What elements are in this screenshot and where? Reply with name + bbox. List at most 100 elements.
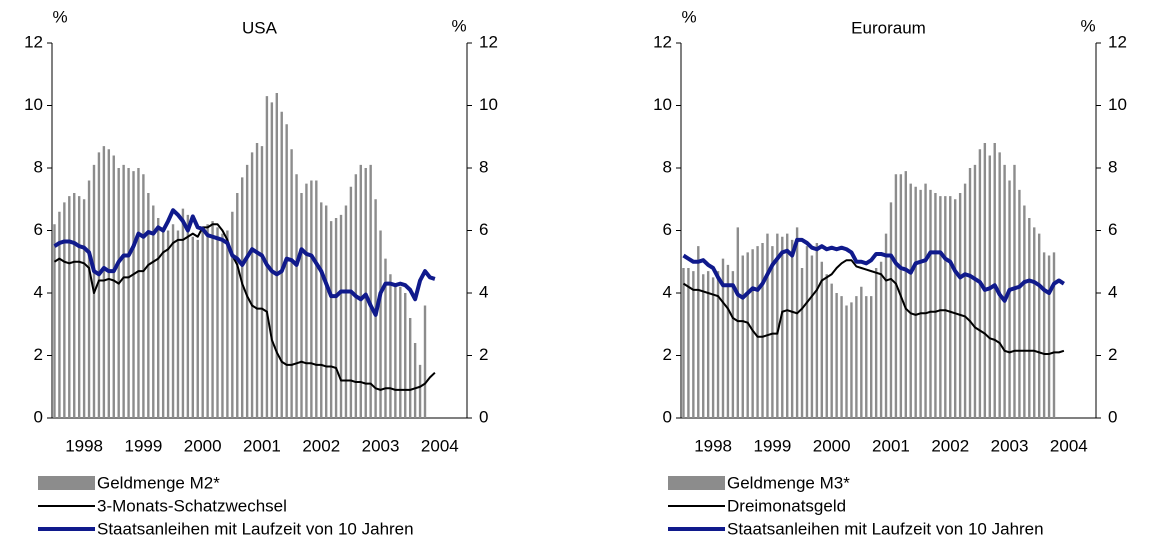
bar bbox=[265, 96, 269, 418]
bar bbox=[1008, 180, 1011, 418]
bar bbox=[781, 236, 784, 418]
bar bbox=[776, 233, 779, 418]
bar bbox=[702, 274, 705, 418]
x-tick-label: 2000 bbox=[813, 436, 851, 455]
y2-tick-label: 10 bbox=[479, 95, 498, 114]
bar bbox=[884, 233, 888, 418]
bar bbox=[706, 271, 710, 418]
bar bbox=[255, 143, 259, 418]
legend-label: Geldmenge M3* bbox=[727, 473, 850, 492]
bar bbox=[97, 152, 101, 418]
bar bbox=[983, 143, 987, 418]
x-tick-label: 1999 bbox=[753, 436, 791, 455]
bar bbox=[369, 164, 372, 418]
bar bbox=[865, 296, 868, 418]
y-tick-label: 8 bbox=[34, 157, 43, 176]
bar bbox=[157, 218, 160, 418]
bar bbox=[241, 177, 244, 418]
y-tick-label: 8 bbox=[663, 157, 672, 176]
bar bbox=[904, 171, 907, 418]
bar bbox=[270, 102, 274, 418]
bar bbox=[825, 274, 828, 418]
bar bbox=[275, 93, 278, 418]
bar bbox=[786, 233, 789, 418]
y-tick-label: 10 bbox=[653, 95, 672, 114]
bar bbox=[176, 230, 180, 418]
y2-tick-label: 0 bbox=[479, 407, 488, 426]
bar bbox=[63, 202, 66, 418]
bar bbox=[226, 230, 229, 418]
y-tick-label: 0 bbox=[663, 407, 672, 426]
bar bbox=[112, 155, 115, 418]
y2-tick-label: 8 bbox=[479, 157, 488, 176]
bar bbox=[1042, 252, 1046, 418]
bar bbox=[993, 143, 996, 418]
bar bbox=[850, 302, 853, 418]
bar bbox=[196, 239, 199, 418]
bar bbox=[58, 211, 61, 418]
bar bbox=[756, 246, 759, 418]
legend-swatch bbox=[38, 476, 95, 490]
bar bbox=[682, 268, 685, 418]
bar bbox=[1023, 205, 1026, 418]
bar bbox=[236, 193, 239, 418]
y-tick-label: 6 bbox=[663, 220, 672, 239]
bar bbox=[359, 164, 362, 418]
bar bbox=[221, 233, 224, 418]
bar bbox=[855, 296, 858, 418]
bar bbox=[77, 196, 81, 418]
bar bbox=[349, 186, 353, 418]
bar bbox=[399, 286, 402, 418]
bar bbox=[746, 252, 749, 418]
bar bbox=[122, 164, 125, 418]
bar bbox=[53, 224, 56, 418]
y2-tick-label: 0 bbox=[1108, 407, 1117, 426]
bar bbox=[315, 180, 318, 418]
bar bbox=[697, 246, 700, 418]
y-tick-label: 2 bbox=[663, 345, 672, 364]
bar bbox=[963, 183, 967, 418]
x-tick-label: 2003 bbox=[362, 436, 400, 455]
bar bbox=[953, 199, 957, 418]
bar bbox=[934, 193, 937, 418]
y2-tick-label: 8 bbox=[1108, 157, 1117, 176]
bar bbox=[711, 277, 715, 418]
bar bbox=[413, 343, 417, 418]
bar bbox=[186, 214, 190, 418]
bar bbox=[889, 202, 893, 418]
bar bbox=[260, 146, 264, 418]
bar bbox=[820, 261, 824, 418]
y2-tick-label: 12 bbox=[479, 32, 498, 51]
bar bbox=[944, 196, 947, 418]
x-tick-label: 2002 bbox=[931, 436, 969, 455]
bar bbox=[408, 318, 412, 418]
bar bbox=[117, 168, 120, 418]
chart-title: Euroraum bbox=[851, 18, 926, 37]
bar bbox=[958, 193, 962, 418]
bar bbox=[840, 296, 843, 418]
bar bbox=[231, 211, 234, 418]
x-tick-label: 2000 bbox=[184, 436, 222, 455]
bar bbox=[1033, 227, 1036, 418]
bar bbox=[815, 243, 819, 418]
bar bbox=[290, 149, 293, 418]
bar bbox=[939, 196, 942, 418]
bar bbox=[909, 183, 912, 418]
bar bbox=[68, 196, 71, 418]
bar bbox=[423, 305, 427, 418]
legend-label: Staatsanleihen mit Laufzeit von 10 Jahre… bbox=[97, 519, 414, 538]
bar bbox=[339, 214, 343, 418]
y-axis-label: % bbox=[681, 7, 696, 26]
bar bbox=[245, 164, 249, 418]
bar bbox=[751, 249, 754, 418]
bar bbox=[418, 364, 422, 418]
legend-label: Staatsanleihen mit Laufzeit von 10 Jahre… bbox=[727, 519, 1044, 538]
line-series bbox=[53, 223, 436, 391]
bar bbox=[1018, 189, 1021, 418]
y-tick-label: 4 bbox=[663, 282, 672, 301]
bar bbox=[949, 196, 952, 418]
bar bbox=[394, 283, 397, 418]
bar bbox=[790, 239, 794, 418]
bar bbox=[310, 180, 313, 418]
y2-tick-label: 10 bbox=[1108, 95, 1127, 114]
